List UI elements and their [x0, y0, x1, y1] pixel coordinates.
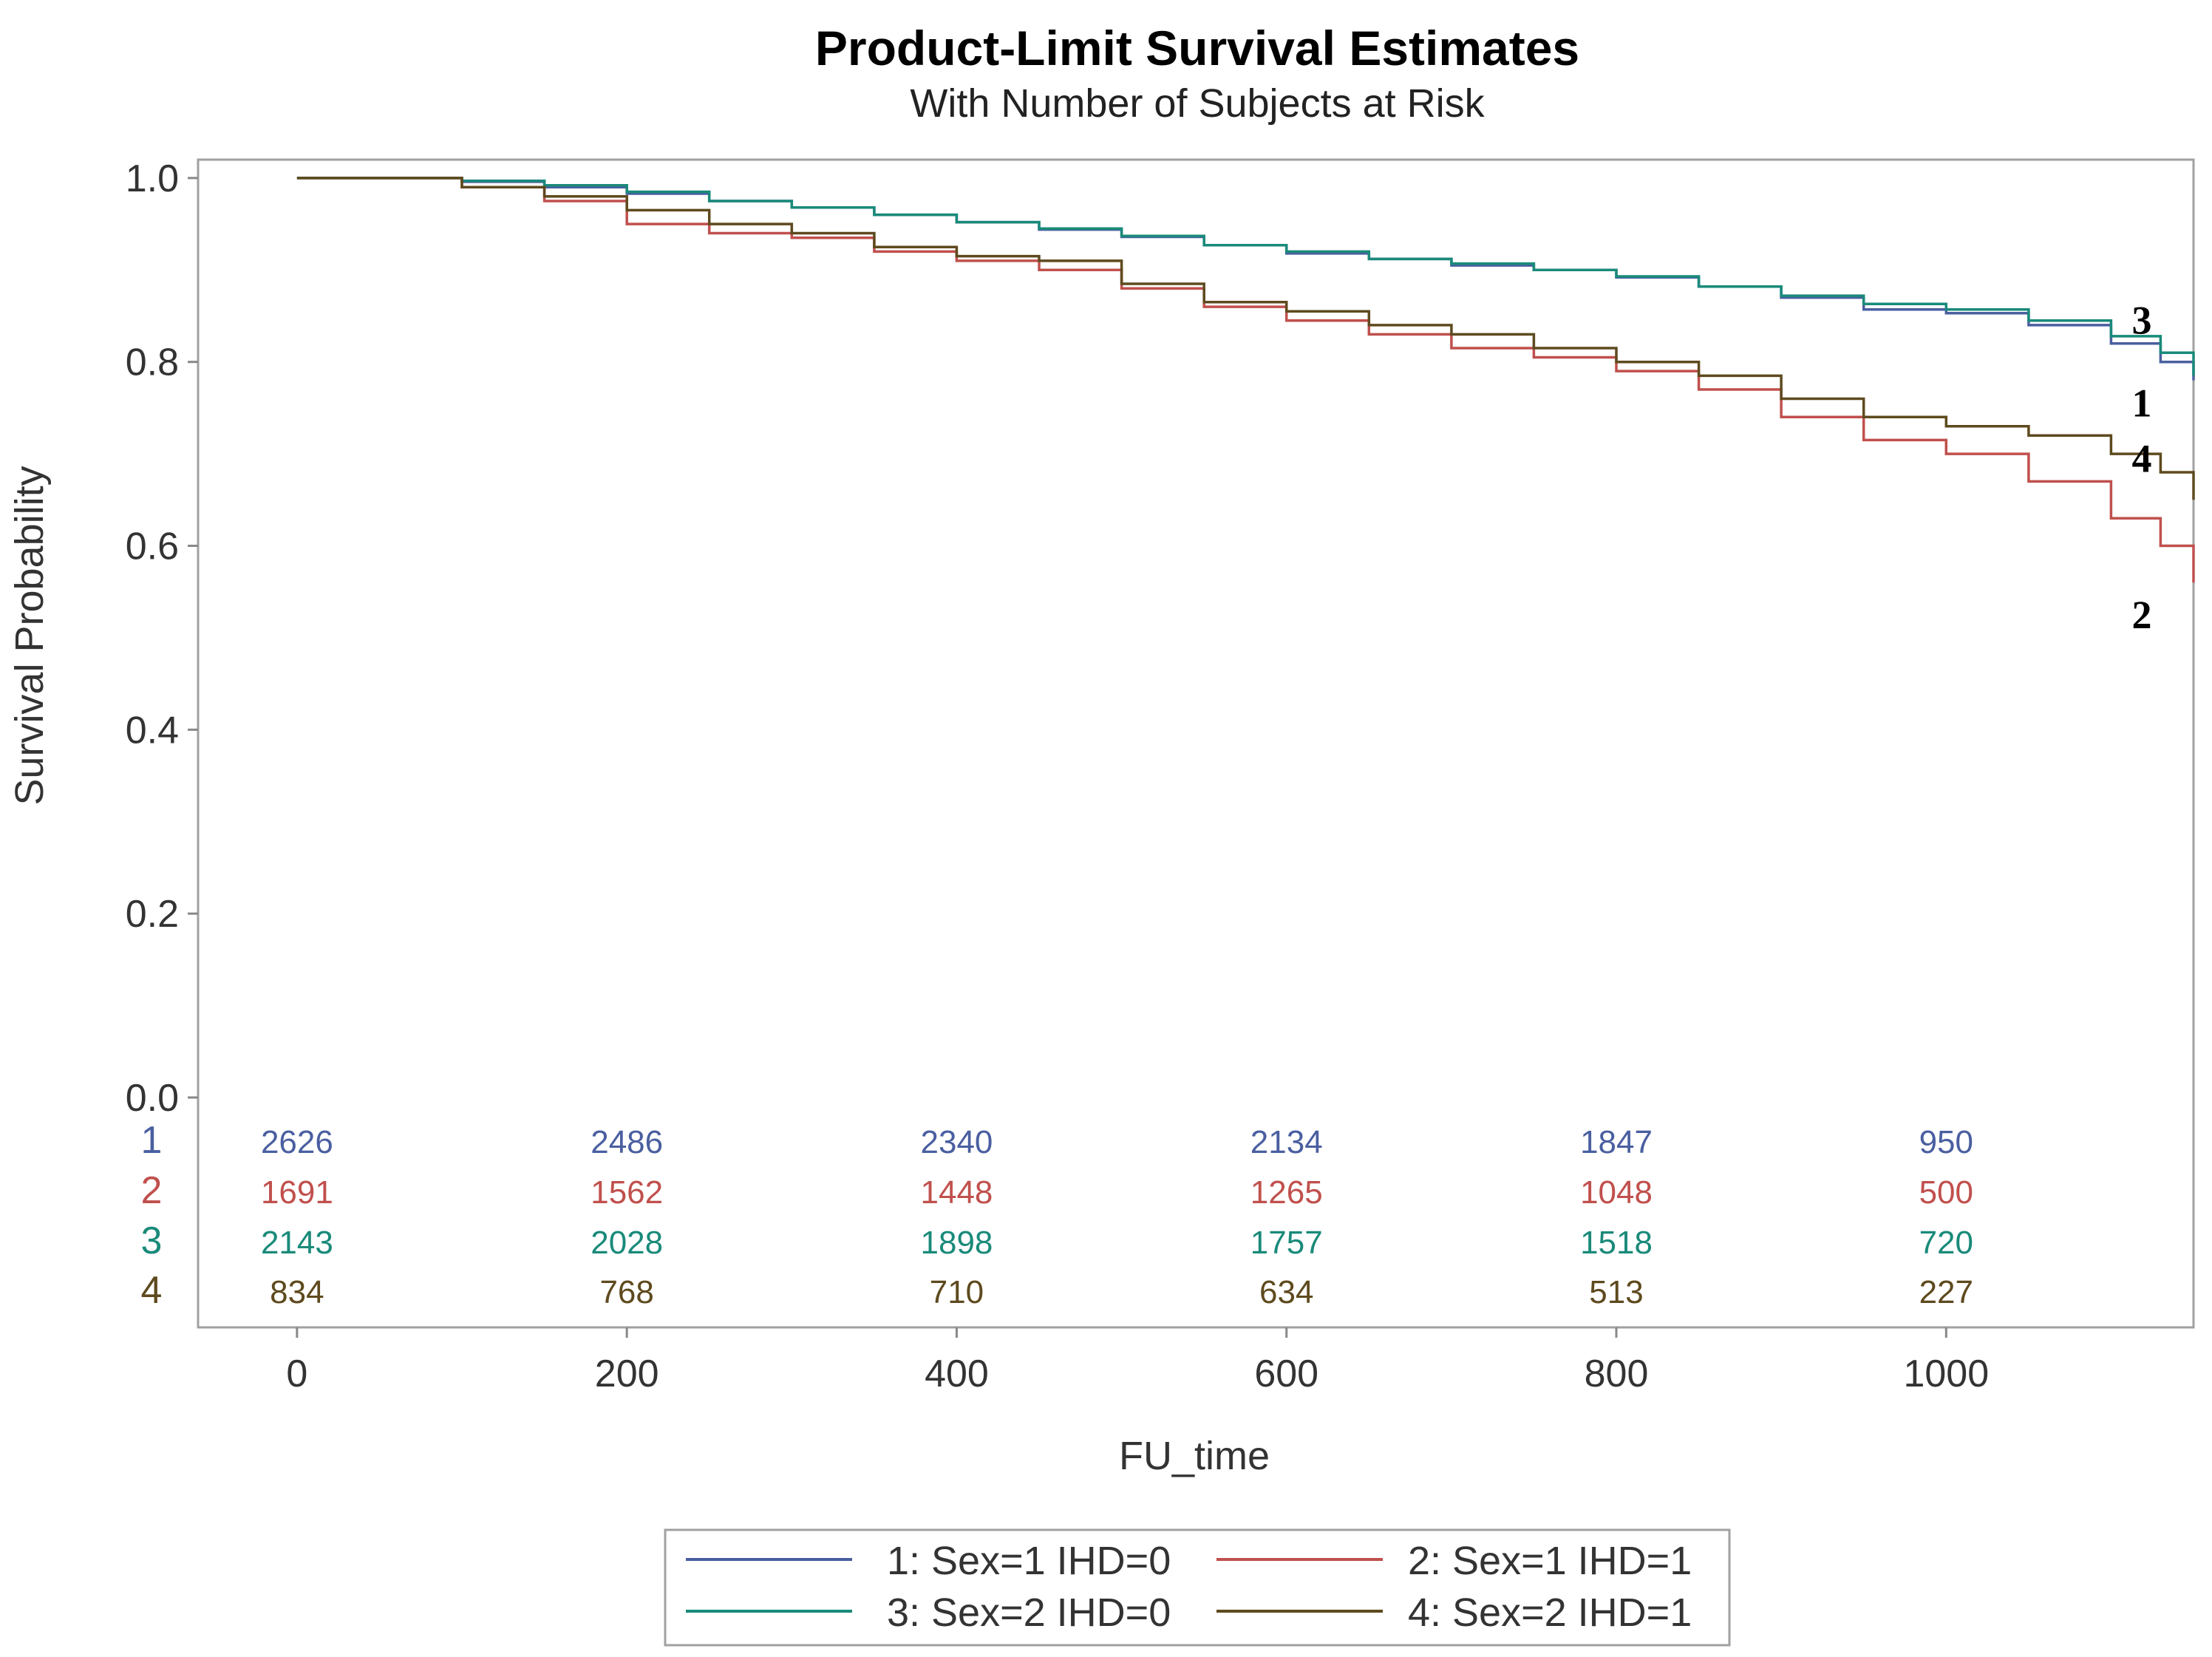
y-tick-label: 0.4 [126, 709, 179, 752]
at-risk-value: 950 [1919, 1124, 1973, 1160]
curve-end-labels: 1 2 3 4 [2132, 299, 2152, 637]
y-tick-label: 0.2 [126, 893, 179, 936]
y-tick-label: 0.6 [126, 525, 179, 568]
legend-label: 3: Sex=2 IHD=0 [887, 1590, 1171, 1635]
at-risk-value: 2486 [591, 1124, 663, 1160]
at-risk-value: 2340 [921, 1124, 993, 1160]
series-line-4 [296, 177, 2195, 500]
at-risk-value: 834 [270, 1274, 324, 1310]
at-risk-value: 1757 [1250, 1225, 1323, 1261]
at-risk-value: 227 [1919, 1274, 1973, 1310]
x-axis: 0 200 400 600 800 1000 [286, 1327, 1989, 1395]
at-risk-value: 500 [1919, 1174, 1973, 1211]
x-axis-label: FU_time [1119, 1434, 1270, 1478]
at-risk-value: 1691 [261, 1174, 333, 1211]
y-axis: 0.0 0.2 0.4 0.6 0.8 1.0 [126, 157, 198, 1120]
at-risk-table: 1 2626 2486 2340 2134 1847 950 2 1691 1562 1448 126… [141, 1119, 1973, 1312]
at-risk-value: 768 [599, 1274, 653, 1310]
end-label-3: 3 [2132, 299, 2152, 343]
series-line-3 [296, 177, 2195, 376]
y-axis-label: Survival Probability [7, 466, 52, 805]
x-tick-label: 600 [1254, 1353, 1318, 1395]
at-risk-value: 720 [1919, 1225, 1973, 1261]
x-tick-label: 0 [286, 1353, 307, 1395]
at-risk-value: 1518 [1580, 1225, 1653, 1261]
at-risk-value: 2143 [261, 1225, 333, 1261]
at-risk-value: 2626 [261, 1124, 333, 1160]
legend-label: 2: Sex=1 IHD=1 [1408, 1539, 1692, 1583]
legend-label: 1: Sex=1 IHD=0 [887, 1539, 1171, 1583]
x-tick-label: 200 [595, 1353, 659, 1395]
legend-label: 4: Sex=2 IHD=1 [1408, 1590, 1692, 1635]
plot-area-frame [197, 158, 2195, 1329]
y-tick-label: 0.8 [126, 341, 179, 384]
end-label-4: 4 [2132, 436, 2152, 480]
at-risk-value: 1265 [1250, 1174, 1323, 1211]
at-risk-row-label: 1 [141, 1119, 163, 1162]
chart-subtitle: With Number of Subjects at Risk [910, 81, 1485, 126]
series-line-1 [296, 177, 2195, 381]
series-line-2 [296, 177, 2195, 583]
chart-title: Product-Limit Survival Estimates [815, 21, 1579, 75]
at-risk-row-label: 3 [141, 1219, 163, 1262]
end-label-2: 2 [2132, 593, 2152, 637]
at-risk-value: 1562 [591, 1174, 663, 1211]
y-tick-label: 0.0 [126, 1077, 179, 1120]
at-risk-value: 1847 [1580, 1124, 1653, 1160]
at-risk-value: 2134 [1250, 1124, 1323, 1160]
at-risk-row-label: 2 [141, 1169, 163, 1212]
at-risk-value: 1048 [1580, 1174, 1653, 1211]
at-risk-value: 1448 [921, 1174, 993, 1211]
at-risk-value: 710 [930, 1274, 984, 1310]
x-tick-label: 400 [925, 1353, 989, 1395]
survival-curves [296, 177, 2195, 583]
x-tick-label: 800 [1585, 1353, 1649, 1395]
at-risk-value: 1898 [921, 1225, 993, 1261]
at-risk-value: 2028 [591, 1225, 663, 1261]
x-tick-label: 1000 [1903, 1353, 1989, 1395]
at-risk-row-label: 4 [141, 1269, 163, 1312]
end-label-1: 1 [2132, 381, 2152, 426]
legend: 1: Sex=1 IHD=0 2: Sex=1 IHD=1 3: Sex=2 IHD… [664, 1528, 1731, 1647]
legend-box [664, 1528, 1731, 1647]
at-risk-value: 634 [1259, 1274, 1313, 1310]
y-tick-label: 1.0 [126, 157, 179, 200]
at-risk-value: 513 [1589, 1274, 1643, 1310]
